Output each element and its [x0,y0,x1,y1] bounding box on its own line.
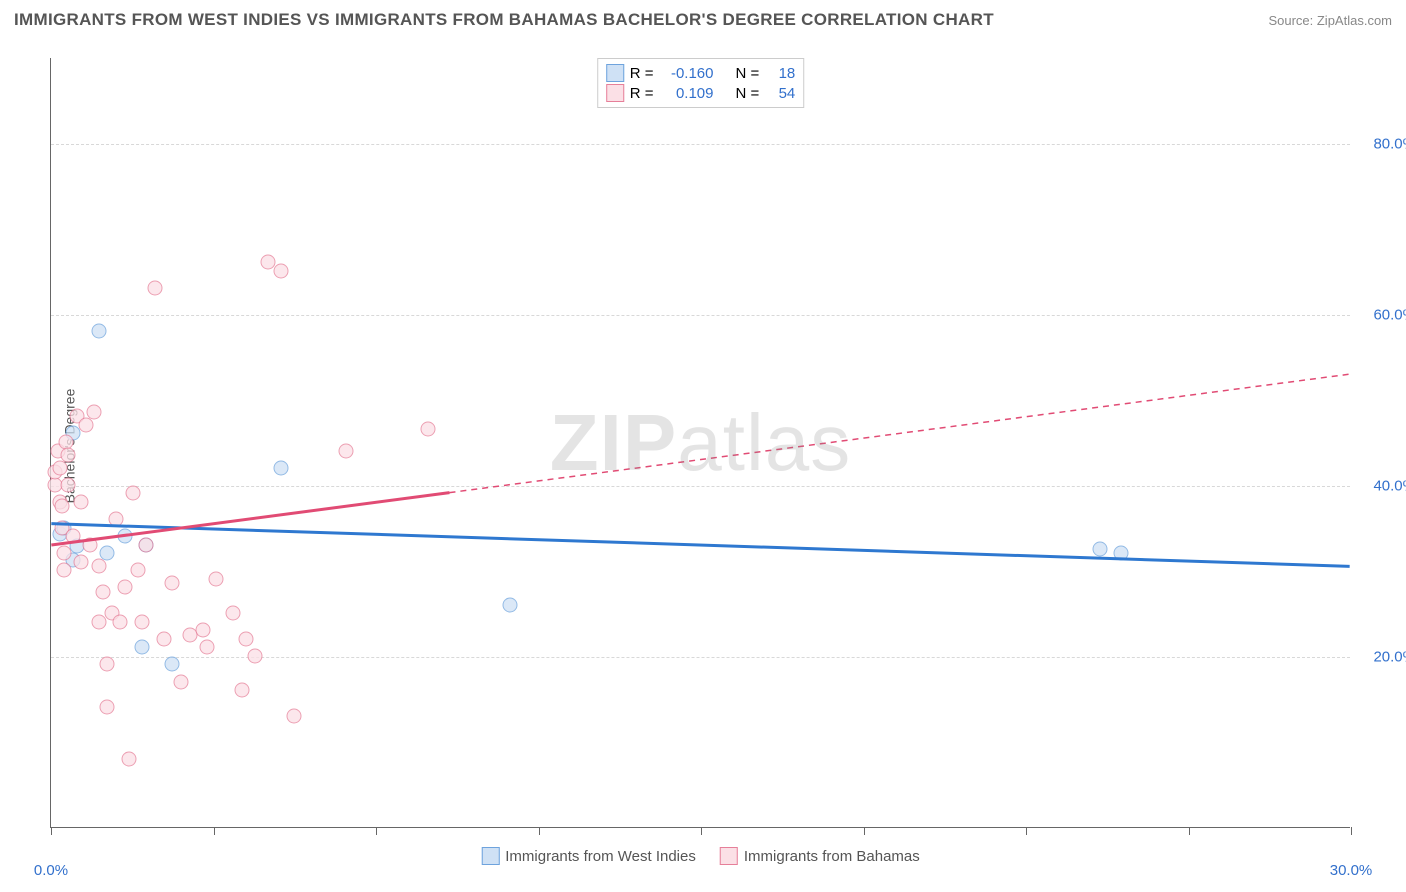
data-point-bahamas [57,546,72,561]
data-point-bahamas [91,559,106,574]
y-tick-label: 80.0% [1373,135,1406,152]
swatch-west-indies-icon [481,847,499,865]
x-tick [864,827,865,835]
x-tick [214,827,215,835]
legend-r-label: R = [630,65,654,82]
data-point-bahamas [78,417,93,432]
y-tick-label: 40.0% [1373,477,1406,494]
data-point-bahamas [247,648,262,663]
legend-row-west-indies: R = -0.160 N = 18 [606,63,796,83]
gridline [51,315,1350,316]
gridline [51,657,1350,658]
data-point-bahamas [122,751,137,766]
data-point-west_indies [1092,541,1107,556]
legend-series: Immigrants from West Indies Immigrants f… [481,847,920,865]
x-tick [376,827,377,835]
data-point-bahamas [61,447,76,462]
legend-n-label: N = [736,65,760,82]
gridline [51,486,1350,487]
data-point-west_indies [117,529,132,544]
data-point-bahamas [87,405,102,420]
x-tick-label: 0.0% [34,862,68,879]
gridline [51,144,1350,145]
data-point-bahamas [57,563,72,578]
legend-item-west-indies: Immigrants from West Indies [481,847,696,865]
data-point-bahamas [100,700,115,715]
chart-container: IMMIGRANTS FROM WEST INDIES VS IMMIGRANT… [0,0,1406,892]
plot-area: ZIPatlas R = -0.160 N = 18 R = 0.109 N =… [50,58,1350,828]
data-point-west_indies [1114,546,1129,561]
source-label: Source: ZipAtlas.com [1268,13,1392,28]
legend-n-label: N = [736,85,760,102]
legend-label-bahamas: Immigrants from Bahamas [744,848,920,865]
title-bar: IMMIGRANTS FROM WEST INDIES VS IMMIGRANT… [0,0,1406,40]
data-point-bahamas [239,631,254,646]
data-point-bahamas [91,614,106,629]
data-point-bahamas [421,422,436,437]
data-point-west_indies [273,460,288,475]
legend-item-bahamas: Immigrants from Bahamas [720,847,920,865]
x-tick [51,827,52,835]
data-point-bahamas [148,281,163,296]
legend-label-west-indies: Immigrants from West Indies [505,848,696,865]
x-tick [539,827,540,835]
swatch-bahamas-icon [720,847,738,865]
data-point-bahamas [286,708,301,723]
y-tick-label: 20.0% [1373,648,1406,665]
x-tick [1351,827,1352,835]
data-point-west_indies [91,323,106,338]
data-point-west_indies [165,657,180,672]
chart-title: IMMIGRANTS FROM WEST INDIES VS IMMIGRANT… [14,10,994,30]
legend-r-value-bahamas: 0.109 [660,85,714,102]
legend-n-value-bahamas: 54 [765,85,795,102]
swatch-west-indies [606,64,624,82]
data-point-bahamas [200,640,215,655]
watermark-light: atlas [677,398,851,487]
trendlines-svg [51,58,1350,827]
watermark-bold: ZIP [550,398,677,487]
data-point-bahamas [74,494,89,509]
data-point-bahamas [234,683,249,698]
data-point-bahamas [195,623,210,638]
data-point-bahamas [139,537,154,552]
data-point-west_indies [135,640,150,655]
trendline-west_indies [51,524,1349,567]
data-point-bahamas [54,499,69,514]
x-tick-label: 30.0% [1330,862,1373,879]
data-point-bahamas [61,477,76,492]
data-point-bahamas [174,674,189,689]
data-point-bahamas [96,584,111,599]
data-point-bahamas [100,657,115,672]
data-point-bahamas [113,614,128,629]
data-point-bahamas [74,554,89,569]
legend-n-value-west-indies: 18 [765,65,795,82]
data-point-bahamas [208,571,223,586]
legend-r-label: R = [630,85,654,102]
swatch-bahamas [606,84,624,102]
data-point-bahamas [109,512,124,527]
data-point-bahamas [130,563,145,578]
legend-row-bahamas: R = 0.109 N = 54 [606,83,796,103]
y-tick-label: 60.0% [1373,306,1406,323]
data-point-bahamas [338,443,353,458]
data-point-bahamas [135,614,150,629]
data-point-bahamas [52,460,67,475]
x-tick [1026,827,1027,835]
data-point-bahamas [65,529,80,544]
data-point-bahamas [156,631,171,646]
data-point-west_indies [503,597,518,612]
watermark: ZIPatlas [550,397,851,489]
legend-correlation: R = -0.160 N = 18 R = 0.109 N = 54 [597,58,805,108]
x-tick [1189,827,1190,835]
data-point-bahamas [226,606,241,621]
trendline-dashed-bahamas [449,374,1349,492]
legend-r-value-west-indies: -0.160 [660,65,714,82]
data-point-bahamas [126,486,141,501]
data-point-bahamas [165,576,180,591]
data-point-bahamas [117,580,132,595]
data-point-bahamas [273,263,288,278]
data-point-bahamas [83,537,98,552]
x-tick [701,827,702,835]
